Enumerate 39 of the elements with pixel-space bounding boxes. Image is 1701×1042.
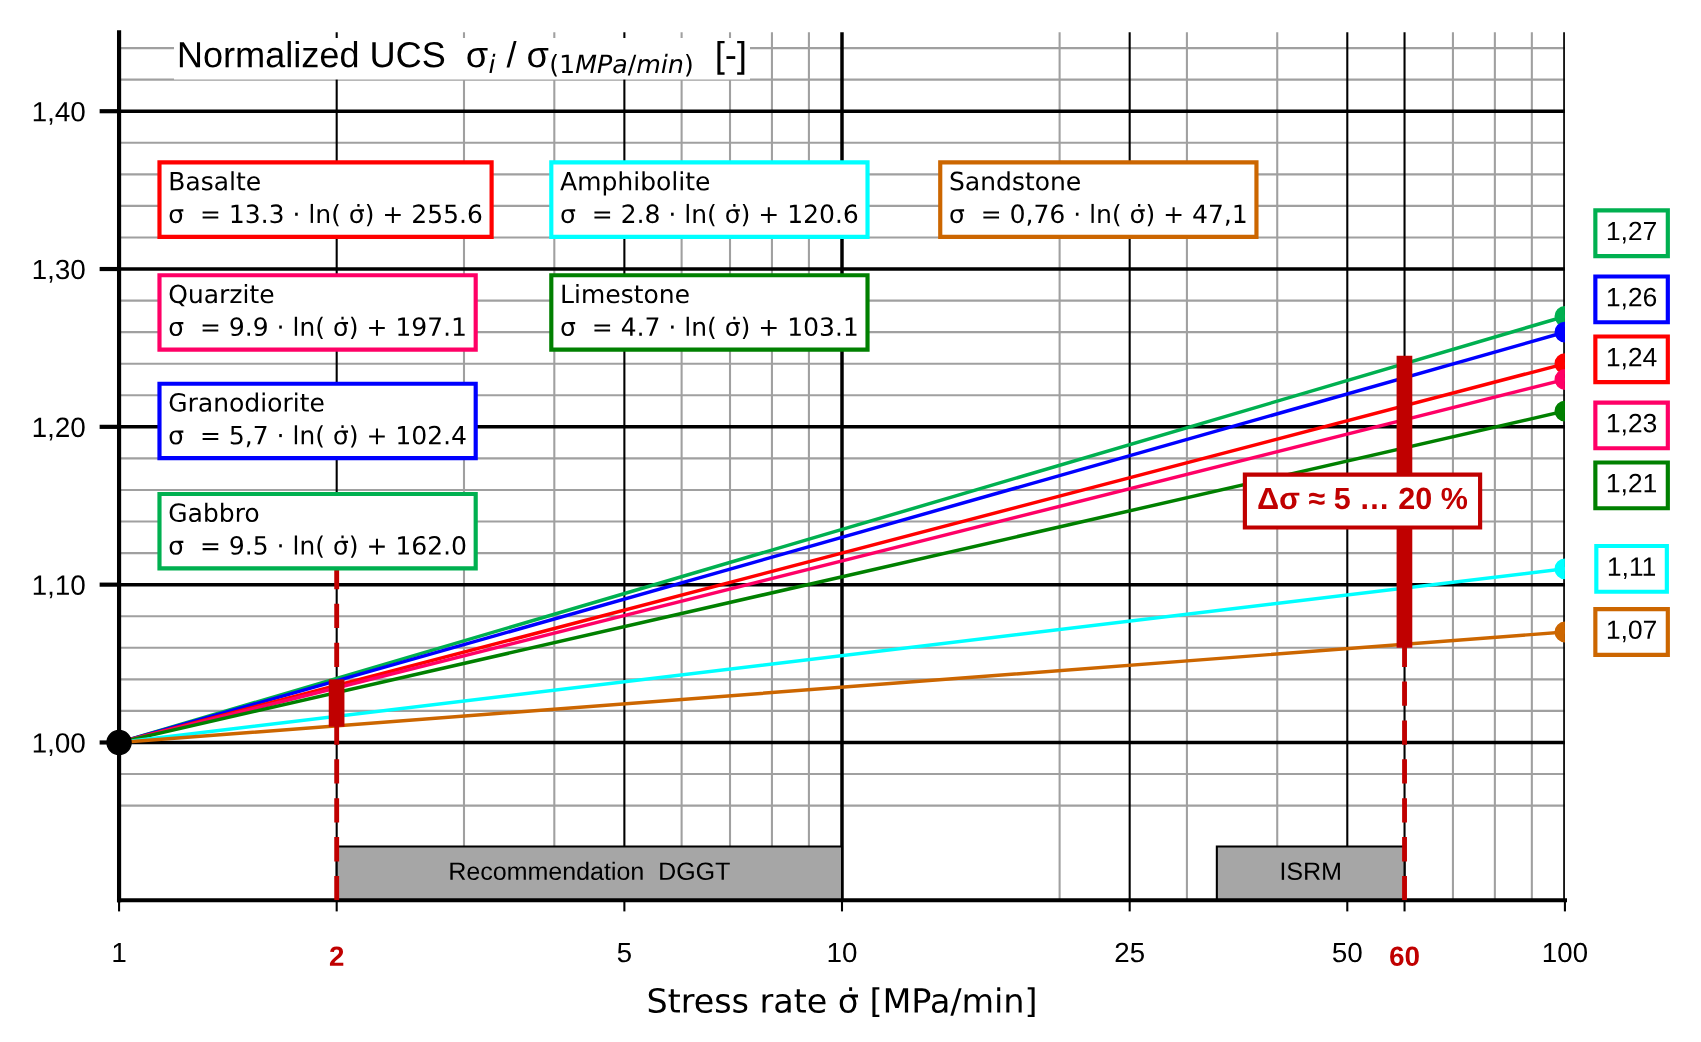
annotation: σ = 9.5 · ln( σ̇) + 162.0 [169, 535, 466, 558]
x-tick-label: 25 [1115, 942, 1144, 963]
data-label: 1,23 [1607, 413, 1657, 436]
annotation: σ = 13.3 · ln( σ̇) + 255.6 [169, 203, 482, 227]
y-tick-label: 1,20 [33, 417, 85, 441]
y-tick-label: 1,00 [33, 733, 85, 757]
text: Limestone [562, 284, 689, 304]
x-tick-label: 10 [828, 942, 857, 963]
band-label: Recommendation DGGT [450, 861, 730, 881]
x-tick-label: 5 [617, 942, 631, 963]
text: Granodiorite [169, 392, 324, 412]
y-tick-label: 1,10 [33, 575, 85, 599]
annotation: σ = 4.7 · ln( σ̇) + 103.1 [561, 316, 857, 340]
data-label: 1,26 [1607, 287, 1657, 310]
data-label: 1,27 [1607, 221, 1656, 244]
annotation: σ = 2.8 · ln( σ̇) + 120.6 [561, 203, 858, 227]
x-tick-label: 1 [113, 942, 126, 963]
ref-line-label: 2 [329, 946, 344, 966]
ref-line-label: 60 [1390, 946, 1419, 967]
band-label: ISRM [1281, 862, 1340, 881]
data-label: 1,24 [1607, 347, 1657, 370]
text: Quarzite [169, 284, 274, 307]
y-axis-title: Normalized UCS σ$_{i}$ / σ$_{(1MPa/min)}$ [-] [179, 40, 745, 77]
x-tick-label: 50 [1332, 942, 1362, 963]
annotation: σ = 5,7 · ln( σ̇) + 102.4 [169, 425, 466, 448]
annotation: σ = 9.9 · ln( σ̇) + 197.1 [169, 316, 465, 340]
data-label: 1,07 [1607, 620, 1656, 643]
y-tick-label: 1,30 [33, 259, 85, 283]
text: Sandstone [950, 171, 1080, 191]
annotation: Δσ ≈ 5 … 20 % [1258, 487, 1468, 510]
x-axis-title: Stress rate σ̇ [MPa/min] [648, 987, 1035, 1018]
data-label: 1,21 [1607, 473, 1656, 496]
data-label: 1,11 [1608, 557, 1656, 580]
annotation: σ = 0,76 · ln( σ̇) + 47,1 [950, 203, 1246, 227]
text: Basalte [170, 171, 260, 191]
x-tick-label: 100 [1543, 942, 1588, 963]
y-tick-label: 1,40 [33, 101, 85, 125]
text: Gabbro [169, 502, 259, 523]
text: Amphibolite [560, 171, 710, 196]
